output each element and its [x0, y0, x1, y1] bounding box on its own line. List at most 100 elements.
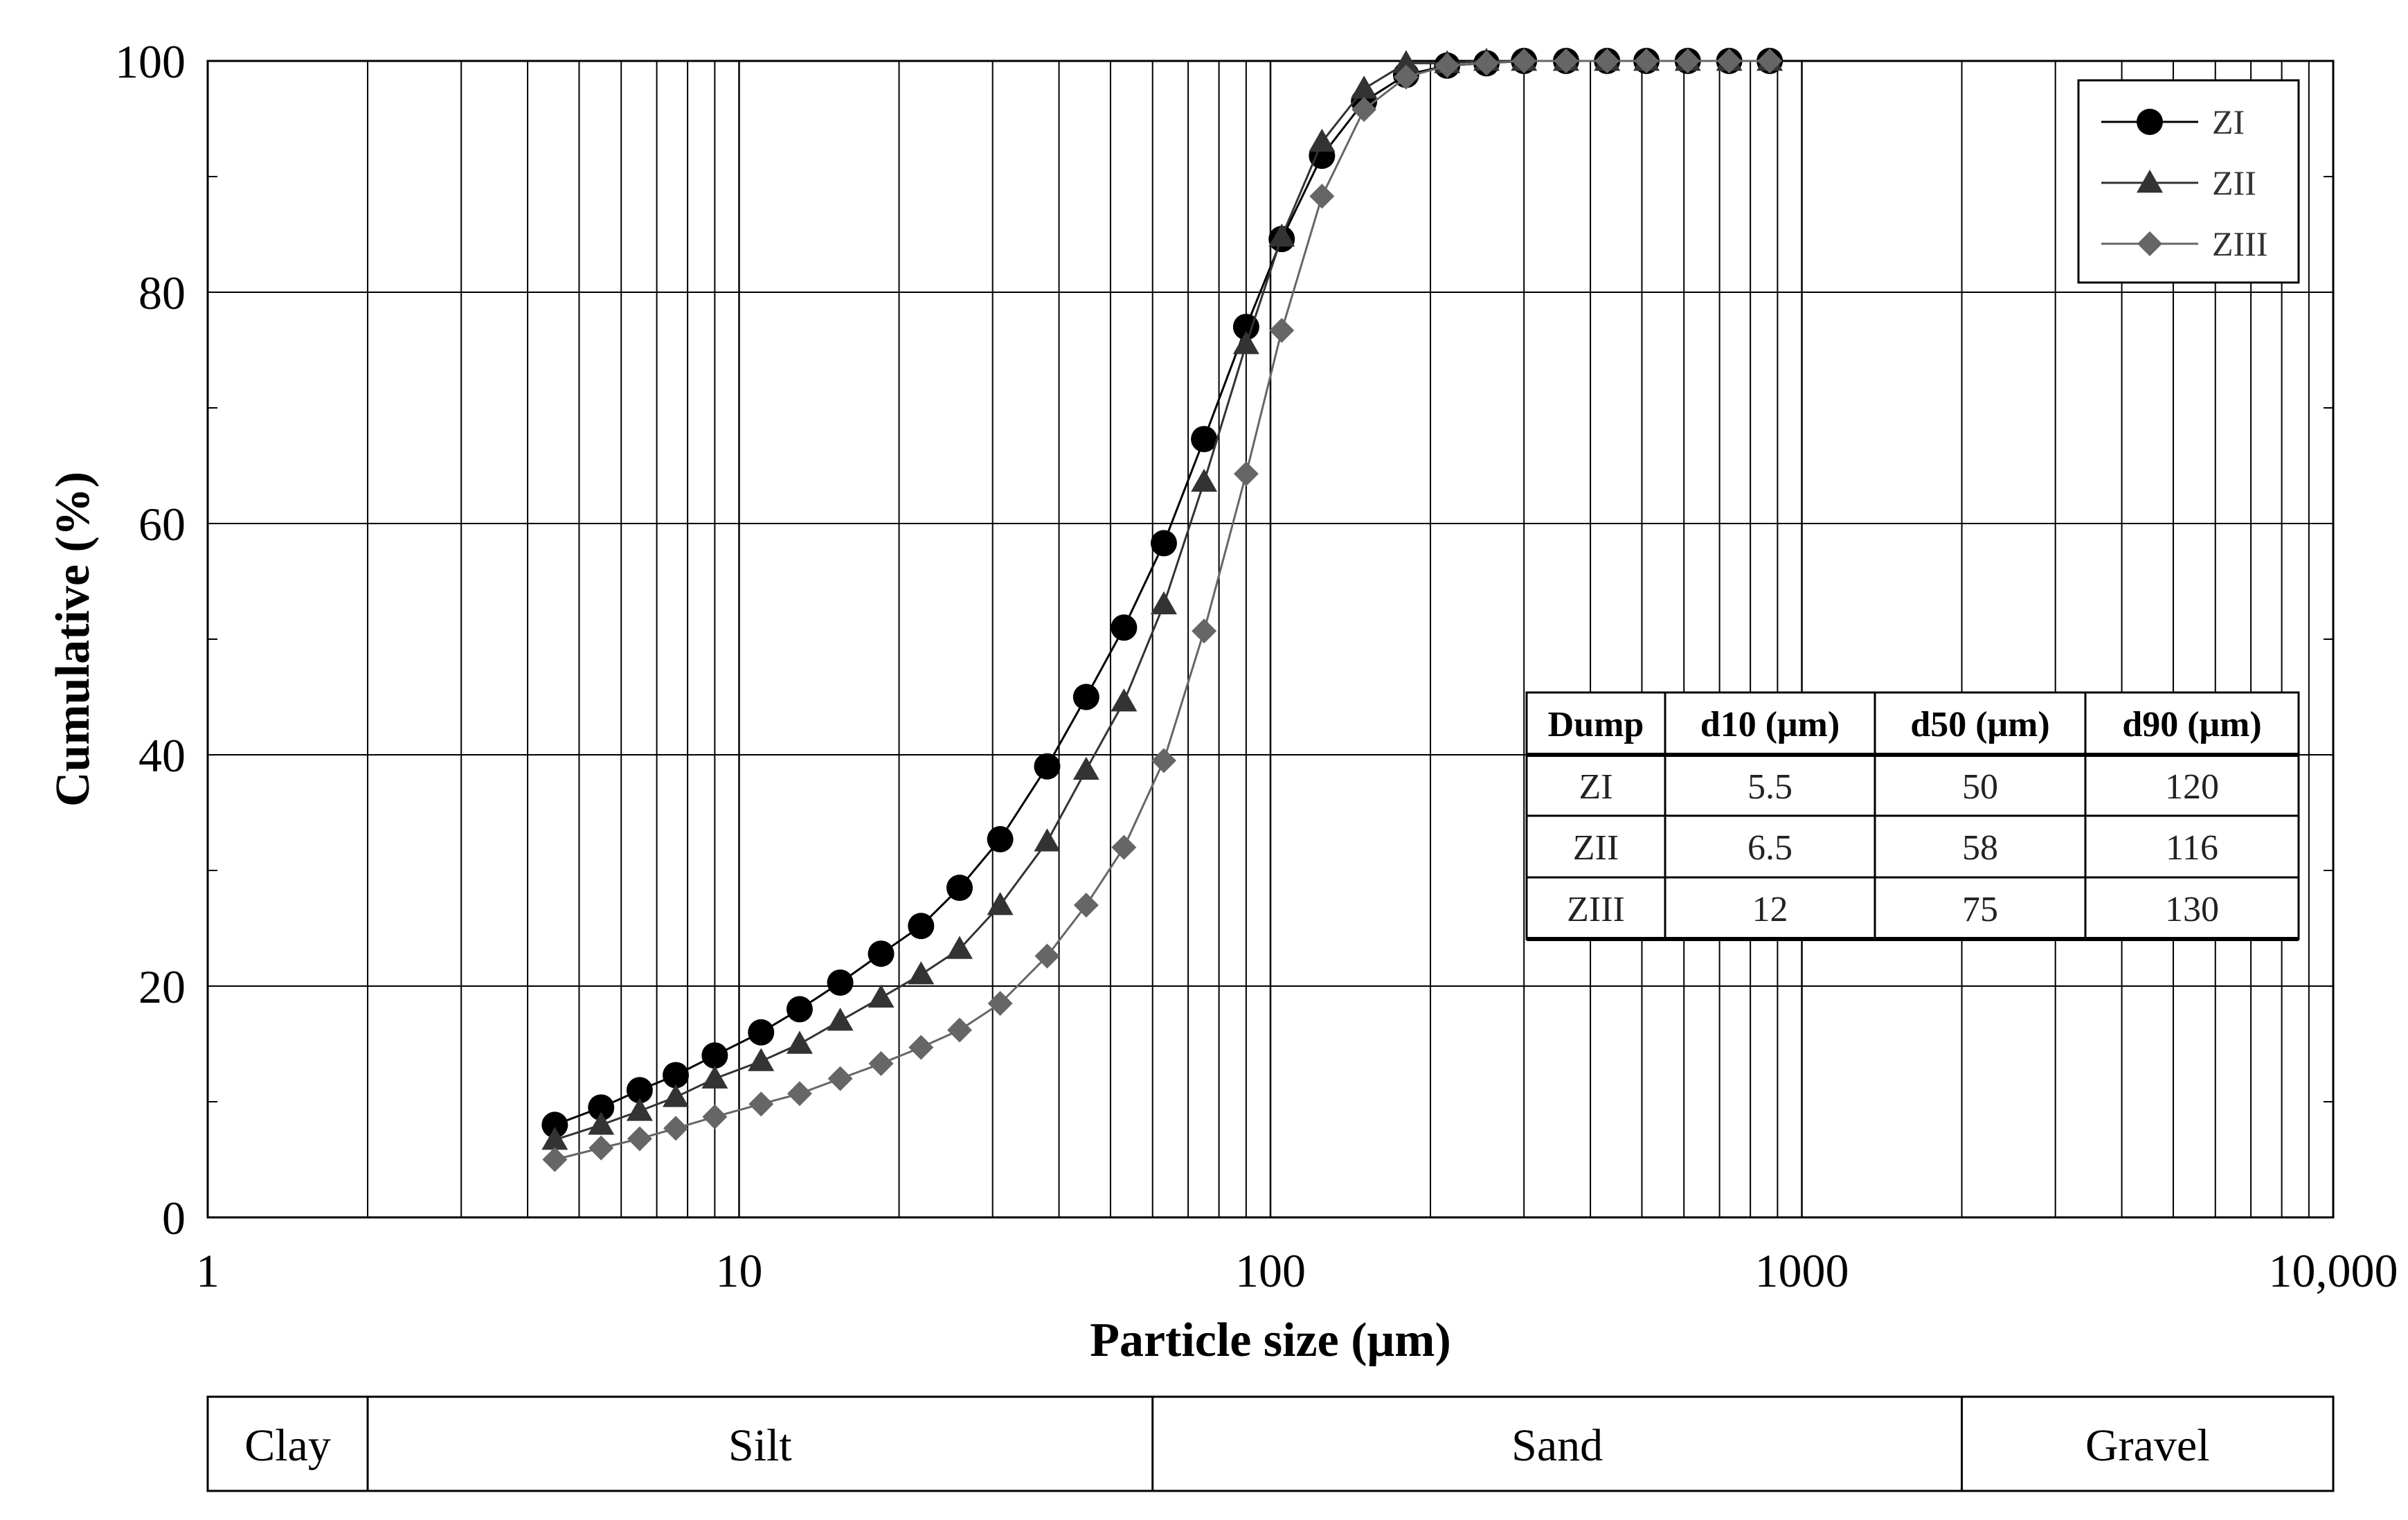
band-label-sand: Sand	[1511, 1420, 1603, 1471]
data-point-ziii	[1073, 893, 1099, 918]
x-tick-label: 100	[1235, 1244, 1306, 1297]
classification-band: Clay Silt Sand Gravel	[206, 1395, 2335, 1492]
table-cell: 75	[1962, 890, 1998, 929]
data-point-zi	[908, 913, 935, 940]
data-point-ziii	[1233, 461, 1259, 487]
data-series	[541, 48, 1783, 1172]
data-point-ziii	[1151, 748, 1176, 774]
data-point-ziii	[1511, 48, 1537, 73]
data-point-zii	[1191, 468, 1218, 492]
data-point-zii	[1351, 75, 1378, 99]
data-point-zii	[1392, 50, 1419, 73]
table-cell: ZI	[1579, 767, 1612, 807]
table-cell: ZIII	[1567, 890, 1625, 929]
table-cell: 130	[2165, 890, 2219, 929]
table-cell: 12	[1752, 890, 1788, 929]
data-point-zii	[626, 1098, 653, 1121]
band-label-silt: Silt	[728, 1420, 792, 1471]
data-point-zi	[541, 1111, 568, 1138]
data-point-zii	[946, 936, 973, 959]
x-tick-label: 1000	[1755, 1244, 1849, 1297]
data-point-ziii	[946, 1017, 972, 1043]
legend-label-zii: ZII	[2212, 163, 2256, 202]
data-point-zii	[1150, 591, 1177, 615]
series-line-zi	[554, 60, 1770, 1126]
data-point-zii	[1072, 756, 1099, 780]
legend-label-zi: ZI	[2212, 102, 2245, 141]
data-point-ziii	[827, 1066, 853, 1091]
data-point-zi	[946, 875, 973, 902]
data-point-ziii	[1393, 64, 1419, 90]
data-point-zi	[1034, 753, 1061, 780]
table-cell: 50	[1962, 767, 1998, 807]
data-point-zi	[626, 1077, 653, 1104]
data-point-zii	[701, 1065, 728, 1089]
legend-box	[2077, 79, 2300, 284]
data-point-zii	[541, 1127, 568, 1150]
table-cell: 6.5	[1747, 828, 1792, 868]
plot-frame	[206, 60, 2335, 1219]
y-tick-label: 80	[138, 267, 186, 319]
data-point-zi	[827, 969, 854, 996]
y-tick-label: 20	[138, 960, 186, 1013]
data-point-zii	[987, 892, 1014, 915]
data-point-ziii	[542, 1147, 568, 1172]
data-point-ziii	[1474, 51, 1500, 76]
band-label-clay: Clay	[244, 1420, 331, 1471]
data-point-ziii	[1553, 48, 1579, 73]
data-point-zi	[1111, 614, 1138, 641]
data-point-zii	[663, 1084, 690, 1107]
data-point-ziii	[588, 1135, 614, 1161]
data-point-ziii	[787, 1081, 812, 1107]
data-point-ziii	[1269, 318, 1295, 343]
data-point-ziii	[868, 1050, 894, 1076]
data-point-ziii	[1594, 48, 1620, 73]
data-point-ziii	[748, 1091, 774, 1117]
x-tick-label: 1	[196, 1244, 219, 1297]
table-header-cell: Dump	[1548, 705, 1644, 744]
legend-label-ziii: ZIII	[2212, 224, 2268, 263]
x-tick-label: 10	[716, 1244, 763, 1297]
table-cell: 120	[2165, 767, 2219, 807]
data-point-ziii	[663, 1116, 689, 1141]
table-cell: 58	[1962, 828, 1998, 868]
data-point-ziii	[1309, 184, 1335, 209]
x-tick-label: 10,000	[2269, 1244, 2398, 1297]
data-point-ziii	[1675, 48, 1700, 73]
table-header-cell: d10 (μm)	[1700, 705, 1840, 744]
data-point-ziii	[987, 991, 1013, 1017]
data-point-zii	[908, 961, 935, 985]
data-point-zi	[748, 1019, 775, 1046]
series-zii	[541, 48, 1783, 1150]
x-axis-title: Particle size (μm)	[1090, 1314, 1451, 1367]
table-cell: 5.5	[1747, 767, 1792, 807]
data-point-zii	[868, 984, 895, 1008]
data-point-zii	[1034, 828, 1061, 852]
data-point-zii	[1111, 688, 1138, 712]
data-point-ziii	[1716, 48, 1742, 73]
data-point-zi	[701, 1042, 728, 1069]
data-point-ziii	[702, 1104, 728, 1129]
x-axis-ticks: 1 10 100 1000 10,000	[196, 1244, 2398, 1297]
inset-table: Dump d10 (μm) d50 (μm) d90 (μm) ZI 5.5 50 120 ZI…	[1525, 691, 2300, 941]
data-point-ziii	[908, 1035, 934, 1060]
data-point-ziii	[1634, 48, 1660, 73]
band-label-gravel: Gravel	[2085, 1420, 2210, 1471]
table-header-cell: d90 (μm)	[2122, 705, 2261, 744]
series-zi	[541, 48, 1783, 1138]
legend-marker-zi	[2137, 109, 2163, 135]
data-point-zii	[827, 1008, 854, 1031]
data-point-ziii	[1192, 618, 1217, 644]
data-point-zii	[1309, 128, 1336, 152]
legend-marker-zii	[2137, 170, 2163, 193]
legend-marker-ziii	[2137, 231, 2162, 256]
data-point-zii	[748, 1048, 775, 1071]
data-point-ziii	[1111, 834, 1137, 860]
y-axis-ticks: 0 20 40 60 80 100	[115, 35, 186, 1244]
y-axis-title: Cumulative (%)	[46, 472, 100, 807]
data-point-zi	[1072, 683, 1099, 710]
table-header-cell: d50 (μm)	[1910, 705, 2049, 744]
y-tick-label: 0	[162, 1192, 186, 1244]
y-tick-label: 60	[138, 498, 186, 551]
